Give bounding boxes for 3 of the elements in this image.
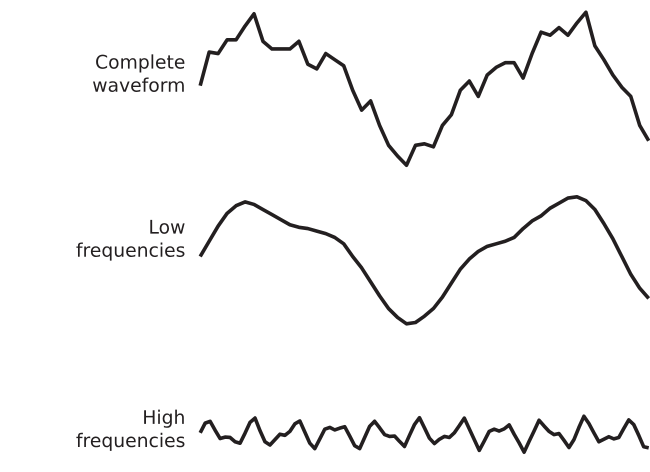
y-axis-title: Complete waveform [93, 54, 184, 92]
y-axis-title: High frequencies [76, 410, 184, 451]
y-axis-title: Low frequencies [76, 220, 185, 261]
